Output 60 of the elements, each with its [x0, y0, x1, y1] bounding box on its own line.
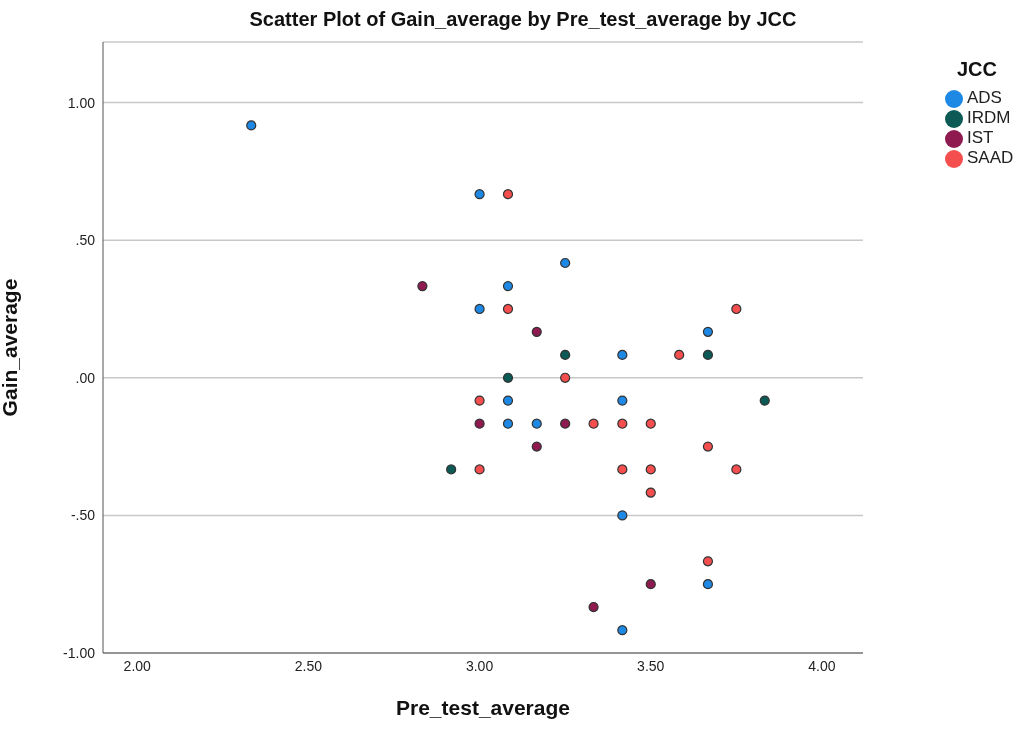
point — [617, 464, 628, 475]
point — [502, 395, 514, 406]
point — [617, 418, 628, 429]
point — [474, 395, 485, 406]
y-tick-label: .00 — [75, 369, 96, 386]
point — [246, 120, 257, 131]
point — [731, 303, 742, 315]
point — [645, 579, 656, 590]
point — [759, 395, 770, 406]
legend-label: IRDM — [967, 108, 1011, 127]
legend-label: SAAD — [967, 148, 1014, 167]
point — [588, 601, 599, 613]
legend-label: IST — [967, 128, 994, 147]
x-tick-label: 4.00 — [808, 657, 836, 674]
point — [645, 418, 656, 429]
point — [645, 464, 656, 475]
point — [531, 418, 542, 429]
y-tick-label: -1.00 — [63, 644, 96, 661]
point — [531, 441, 542, 452]
x-tick-label: 2.50 — [294, 657, 323, 674]
point — [617, 510, 628, 521]
point — [560, 257, 571, 269]
point — [502, 189, 514, 200]
point — [560, 418, 571, 429]
point — [702, 349, 714, 361]
x-tick-label: 2.00 — [123, 657, 152, 674]
point — [702, 441, 714, 452]
point — [560, 372, 571, 383]
point — [474, 418, 485, 429]
y-tick-label: 1.00 — [67, 94, 96, 111]
point — [617, 625, 628, 636]
y-tick-label: .50 — [75, 232, 96, 249]
point — [474, 464, 485, 475]
point — [502, 281, 514, 292]
legend-label: ADS — [967, 88, 1002, 107]
point — [474, 303, 485, 315]
point — [674, 349, 685, 361]
point — [502, 418, 514, 429]
point — [617, 395, 628, 406]
point — [502, 372, 514, 383]
point — [702, 556, 714, 567]
point — [502, 303, 514, 315]
point — [474, 189, 485, 200]
point — [531, 326, 542, 337]
point — [417, 281, 428, 292]
point — [702, 326, 714, 337]
point — [731, 464, 742, 475]
x-tick-label: 3.50 — [637, 657, 665, 674]
point — [702, 579, 714, 590]
chart-title: Scatter Plot of Gain_average by Pre_test_average by JCC — [248, 8, 798, 31]
point — [617, 349, 628, 361]
point — [645, 487, 656, 498]
y-axis-title: Gain_average — [0, 278, 22, 417]
legend-title: JCC — [957, 58, 998, 81]
x-axis-title: Pre_test_average — [396, 696, 570, 719]
x-tick-label: 3.00 — [465, 657, 494, 674]
point — [446, 464, 457, 475]
point — [560, 349, 571, 361]
y-tick-label: -.50 — [70, 507, 96, 524]
point — [588, 418, 599, 429]
